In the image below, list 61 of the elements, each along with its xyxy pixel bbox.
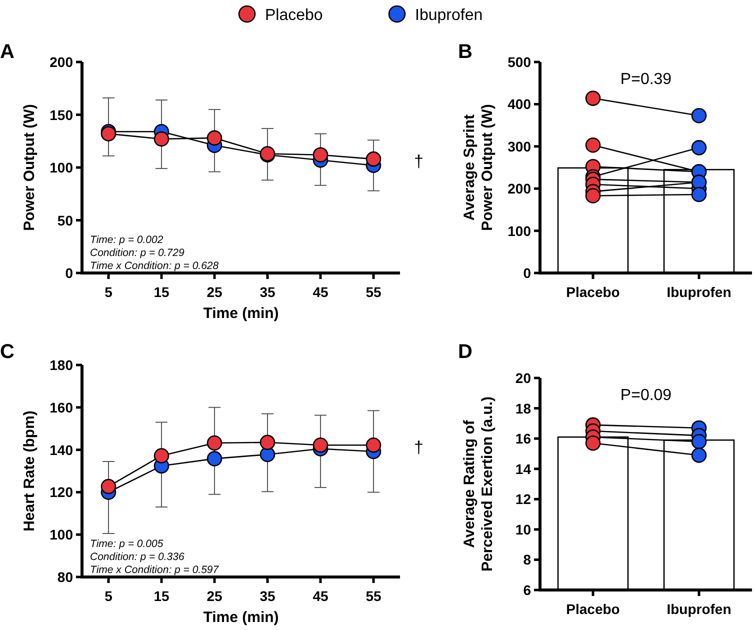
y-tick-label: 140 [50, 442, 74, 458]
x-tick-label: 45 [312, 588, 328, 604]
x-tick-label: 15 [154, 588, 170, 604]
y-tick-label: 100 [508, 222, 532, 239]
y-tick-label: 18 [515, 400, 532, 416]
x-tick-label: 25 [206, 588, 222, 604]
legend-label: Placebo [265, 7, 323, 24]
y-axis-title: Heart Rate (bpm) [21, 410, 38, 532]
x-tick-label: 15 [154, 284, 170, 300]
y-tick-label: 500 [508, 54, 532, 70]
y-tick-label: 12 [515, 491, 532, 508]
y-tick-label: 100 [50, 526, 74, 543]
y-tick-label: 20 [515, 370, 532, 386]
y-tick-label: 400 [508, 96, 532, 112]
y-tick-label: 150 [50, 106, 74, 123]
y-axis-title: Average Sprint Power Output (W) [461, 104, 496, 231]
text: † [414, 152, 424, 172]
y-tick-label: 50 [57, 212, 74, 228]
x-tick-label: 55 [366, 588, 382, 604]
x-tick-label: 55 [366, 284, 382, 300]
y-tick-label: 160 [50, 399, 74, 416]
chart-title: A [0, 41, 14, 63]
y-tick-label: 300 [508, 138, 532, 154]
annotation: Time x Condition: p = 0.597 [90, 564, 220, 576]
y-tick-label: 14 [515, 460, 532, 477]
y-tick-label: 16 [515, 430, 532, 447]
chart-title: D [458, 341, 472, 363]
y-tick-label: 200 [508, 180, 532, 197]
x-axis-title: Time (min) [203, 609, 279, 626]
y-axis-title: Average Rating of Perceived Exertion (a.u.) [461, 396, 496, 572]
x-tick-label: Ibuprofen [666, 284, 732, 300]
annotation: Condition: p = 0.336 [90, 551, 184, 563]
annotation: Time: p = 0.005 [90, 538, 164, 550]
x-tick-label: 35 [260, 588, 276, 604]
x-tick-label: 25 [206, 284, 222, 300]
y-tick-label: 6 [523, 582, 532, 598]
legend-label: Ibuprofen [415, 7, 483, 24]
y-tick-label: 80 [57, 569, 74, 585]
chart-title: B [458, 41, 472, 63]
y-tick-label: 100 [50, 160, 74, 176]
x-axis-title: Time (min) [203, 305, 279, 322]
annotation: P=0.39 [620, 71, 672, 88]
y-tick-label: 180 [50, 357, 74, 373]
y-axis-title: Power Output (W) [21, 104, 38, 231]
annotation: P=0.09 [620, 387, 672, 404]
y-tick-label: 120 [50, 484, 74, 500]
x-tick-label: 45 [312, 284, 328, 300]
annotation: Condition: p = 0.729 [90, 247, 184, 259]
y-tick-label: 10 [515, 521, 532, 538]
x-tick-label: 5 [104, 588, 113, 604]
annotation: Time x Condition: p = 0.628 [90, 260, 219, 272]
x-tick-label: 5 [104, 284, 113, 300]
annotation: Time: p = 0.002 [90, 234, 164, 246]
x-tick-label: Placebo [566, 284, 620, 300]
text: † [414, 438, 424, 458]
y-tick-label: 0 [65, 265, 74, 281]
y-tick-label: 8 [523, 552, 532, 568]
chart-title: C [0, 341, 14, 363]
y-tick-label: 0 [523, 265, 532, 281]
x-tick-label: 35 [260, 284, 276, 300]
y-tick-label: 200 [50, 54, 74, 70]
